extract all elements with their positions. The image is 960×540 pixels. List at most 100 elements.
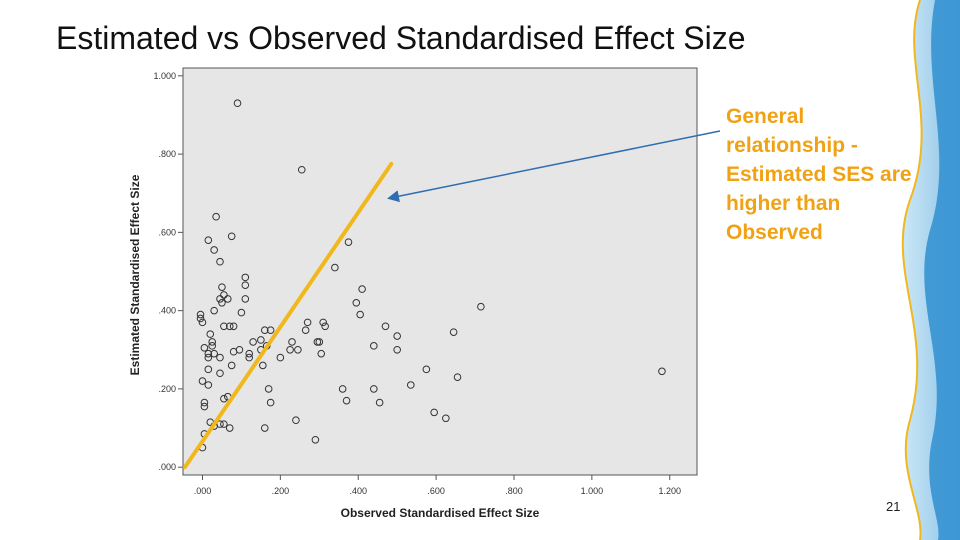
scatter-point <box>292 416 300 425</box>
scatter-point <box>227 361 236 370</box>
decorative-wave-graphic <box>901 0 960 540</box>
x-tick-label: .000 <box>194 486 212 496</box>
scatter-point <box>196 310 205 319</box>
scatter-point <box>658 367 666 376</box>
scatter-point <box>220 394 228 403</box>
scatter-point <box>200 344 209 352</box>
scatter-point <box>422 365 431 374</box>
y-tick-label: .400 <box>158 306 176 316</box>
scatter-point <box>216 353 224 362</box>
scatter-point <box>216 369 224 378</box>
scatter-point <box>245 349 253 358</box>
scatter-point <box>241 295 250 303</box>
scatter-point <box>303 318 312 327</box>
scatter-point <box>218 299 226 307</box>
scatter-point <box>198 377 207 385</box>
scatter-point <box>223 295 232 303</box>
x-tick-label: 1.000 <box>581 486 604 496</box>
scatter-point <box>477 302 485 311</box>
scatter-point <box>449 328 458 336</box>
scatter-point <box>225 424 234 432</box>
scatter-point <box>311 435 320 444</box>
scatter-point <box>229 322 238 331</box>
x-tick-label: .200 <box>272 486 290 496</box>
scatter-point <box>453 373 462 381</box>
scatter-point <box>204 236 213 244</box>
scatter-point <box>208 342 217 350</box>
scatter-point <box>204 353 213 362</box>
scatter-point <box>204 365 213 374</box>
x-tick-label: .400 <box>349 486 367 496</box>
scatter-point <box>286 345 294 354</box>
scatter-point <box>196 314 205 323</box>
y-tick-label: .000 <box>158 462 176 472</box>
scatter-point <box>375 398 384 407</box>
y-axis: .000 .200 .400 .600 .800 1.000 <box>153 71 183 472</box>
scatter-point <box>294 345 302 354</box>
trend-line <box>182 161 394 470</box>
scatter-point <box>216 420 224 428</box>
y-tick-label: .800 <box>158 149 176 159</box>
scatter-point <box>266 398 275 407</box>
scatter-point <box>259 361 267 370</box>
scatter-point <box>233 99 242 108</box>
scatter-point <box>356 310 364 319</box>
scatter-point <box>393 332 401 340</box>
y-tick-label: .200 <box>158 384 176 394</box>
scatter-point <box>204 381 213 389</box>
scatter-point <box>276 353 285 362</box>
scatter-chart-image: .000 .200 .400 .600 .800 1.000 .000 .200 .400 .6… <box>113 60 706 535</box>
scatter-point <box>358 285 366 293</box>
scatter-point <box>216 295 224 303</box>
scatter-point <box>370 385 378 393</box>
scatter-point <box>352 299 361 307</box>
scatter-point <box>393 345 401 354</box>
plot-area <box>182 67 698 476</box>
scatter-point <box>315 338 324 346</box>
scatter-point <box>210 246 218 254</box>
scatter-point <box>257 336 265 344</box>
annotation-text: General relationship - Estimated SES are… <box>726 105 912 244</box>
scatter-point <box>210 306 218 315</box>
scatter-point <box>317 349 326 358</box>
x-tick-label: 1.200 <box>658 486 681 496</box>
scatter-point <box>338 385 347 393</box>
x-tick-label: .600 <box>427 486 445 496</box>
scatter-point <box>430 408 438 417</box>
scatter-point <box>331 263 339 272</box>
scatter-chart: .000 .200 .400 .600 .800 1.000 .000 .200 .400 .6… <box>113 60 706 535</box>
scatter-point <box>208 338 217 346</box>
scatter-point <box>245 353 253 362</box>
scatter-point <box>227 232 236 241</box>
scatter-point <box>220 322 228 331</box>
scatter-point <box>260 424 269 432</box>
scatter-point <box>216 257 224 266</box>
x-tick-label: .800 <box>505 486 523 496</box>
scatter-point <box>249 338 257 346</box>
y-tick-label: 1.000 <box>153 71 176 81</box>
scatter-point <box>198 318 207 327</box>
scatter-point <box>206 330 215 338</box>
scatter-point <box>266 326 275 335</box>
scatter-point <box>344 238 353 246</box>
scatter-point <box>241 273 250 282</box>
scatter-point <box>321 322 329 331</box>
scatter-point <box>237 308 246 317</box>
scatter-point <box>297 165 306 174</box>
page-number: 21 <box>886 499 901 514</box>
scatter-point <box>442 414 450 423</box>
x-axis-label: Observed Standardised Effect Size <box>341 506 540 520</box>
scatter-point <box>200 402 209 411</box>
scatter-point <box>342 396 351 405</box>
scatter-point <box>406 381 415 389</box>
scatter-point <box>288 338 296 346</box>
scatter-point <box>200 398 209 407</box>
scatter-point <box>212 212 220 221</box>
scatter-point <box>220 420 228 428</box>
scatter-point <box>220 291 228 299</box>
scatter-point <box>241 281 250 289</box>
scatter-point <box>204 349 213 358</box>
scatter-point <box>381 322 390 331</box>
scatter-point <box>370 342 378 350</box>
scatter-point <box>235 345 244 354</box>
